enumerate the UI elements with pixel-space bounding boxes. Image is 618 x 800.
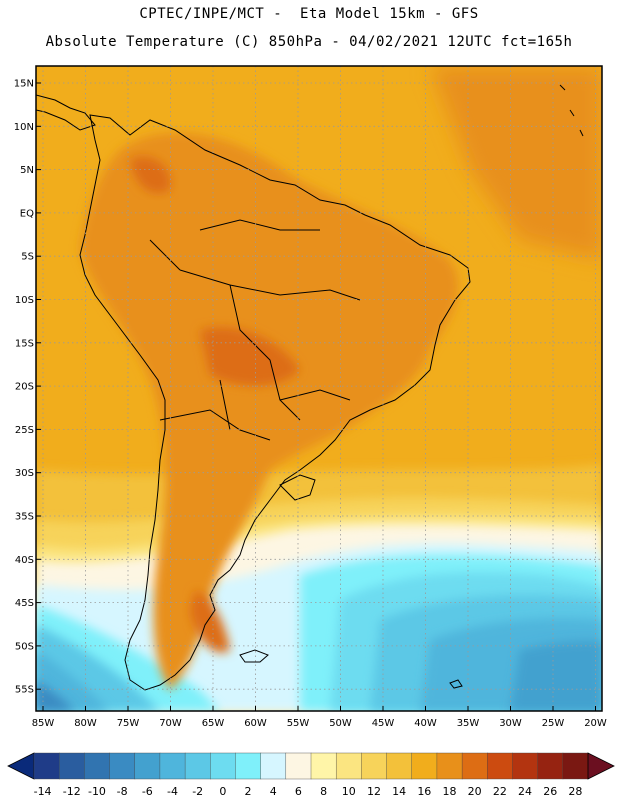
lon-label: 75W [117,718,140,729]
colorbar-label: -10 [88,785,106,798]
colorbar-label: -6 [142,785,153,798]
colorbar-swatch [260,752,287,780]
colorbar-label: -12 [63,785,81,798]
lat-label: 35S [15,512,34,523]
lon-label: 60W [244,718,267,729]
chart-title-line2: Absolute Temperature (C) 850hPa - 04/02/… [45,34,573,50]
colorbar-label: 4 [270,785,277,798]
colorbar-label: 10 [342,785,356,798]
lon-label: 80W [74,718,97,729]
lon-label: 55W [287,718,310,729]
lat-label: 55S [15,685,34,696]
colorbar-swatch [210,752,236,780]
colorbar-swatch [84,752,111,780]
chart-title-line1: CPTEC/INPE/MCT - Eta Model 15km - GFS [139,6,479,22]
colorbar-swatch [411,752,438,780]
temperature-field [36,66,602,711]
lat-label: 30S [15,468,34,479]
colorbar-swatch [386,752,413,780]
colorbar-swatch [562,752,589,780]
colorbar-swatch [461,752,488,780]
colorbar-swatch [361,752,388,780]
lat-label: 45S [15,598,34,609]
lat-label: 25S [15,425,34,436]
lat-label: 15S [15,338,34,349]
lon-label: 50W [329,718,352,729]
colorbar-swatch [159,752,186,780]
colorbar-label: 12 [367,785,381,798]
colorbar-label: 14 [392,785,406,798]
lat-label: 10N [14,122,34,133]
lon-label: 65W [202,718,225,729]
longitude-labels: 85W 80W 75W 70W 65W 60W 55W 50W 45W 40W 35W 30W 25W 2… [32,706,607,729]
lat-label: 40S [15,555,34,566]
colorbar-swatch [487,752,513,780]
map-frame [35,65,603,712]
lon-label: 20W [584,718,607,729]
colorbar-label: -2 [192,785,203,798]
colorbar-swatch [235,752,262,780]
colorbar-over-arrow [587,752,615,780]
colorbar-under-arrow [7,752,35,780]
lat-label: 20S [15,382,34,393]
central-america [36,94,96,131]
lat-label: EQ [20,208,34,219]
lon-label: 30W [499,718,522,729]
lat-label: 5N [20,165,34,176]
colorbar-swatch [109,752,136,780]
country-borders [149,219,361,441]
colorbar-swatch [512,752,539,780]
lat-label: 10S [15,295,34,306]
lat-label: 15N [14,79,34,90]
colorbar-swatch [335,752,362,780]
colorbar-label: -14 [34,785,52,798]
lat-label: 50S [15,641,34,652]
colorbar-label: 8 [320,785,327,798]
lon-label: 35W [457,718,480,729]
colorbar-swatch [184,752,211,780]
colorbar-swatch [33,752,60,780]
colorbar: -14 -12 -10 -8 -6 -4 -2 0 2 4 6 8 10 12 14 16 18 20 22 24 26… [7,752,615,798]
colorbar-swatch [436,752,463,780]
colorbar-label: -8 [117,785,128,798]
colorbar-label: 2 [245,785,252,798]
colorbar-swatch [310,752,337,780]
colorbar-swatch [537,752,564,780]
colorbar-label: 16 [417,785,431,798]
colorbar-label: 0 [219,785,226,798]
lon-label: 70W [159,718,182,729]
lon-label: 40W [414,718,437,729]
colorbar-label: 18 [443,785,457,798]
colorbar-label: 20 [468,785,482,798]
colorbar-label: 22 [493,785,507,798]
coastline [79,114,471,691]
lon-label: 85W [32,718,55,729]
colorbar-label: 26 [543,785,557,798]
colorbar-swatch [134,752,161,780]
colorbar-label: 24 [518,785,532,798]
lon-label: 25W [542,718,565,729]
colorbar-label: -4 [167,785,178,798]
latitude-labels: 15N 10N 5N EQ 5S 10S 15S 20S 25S 30S 35S 40S 45S 50S 5… [14,79,41,696]
lat-label: 5S [21,252,34,263]
lon-label: 45W [372,718,395,729]
colorbar-swatch [58,752,85,780]
colorbar-swatch [285,752,312,780]
colorbar-label: 6 [295,785,302,798]
colorbar-label: 28 [568,785,582,798]
